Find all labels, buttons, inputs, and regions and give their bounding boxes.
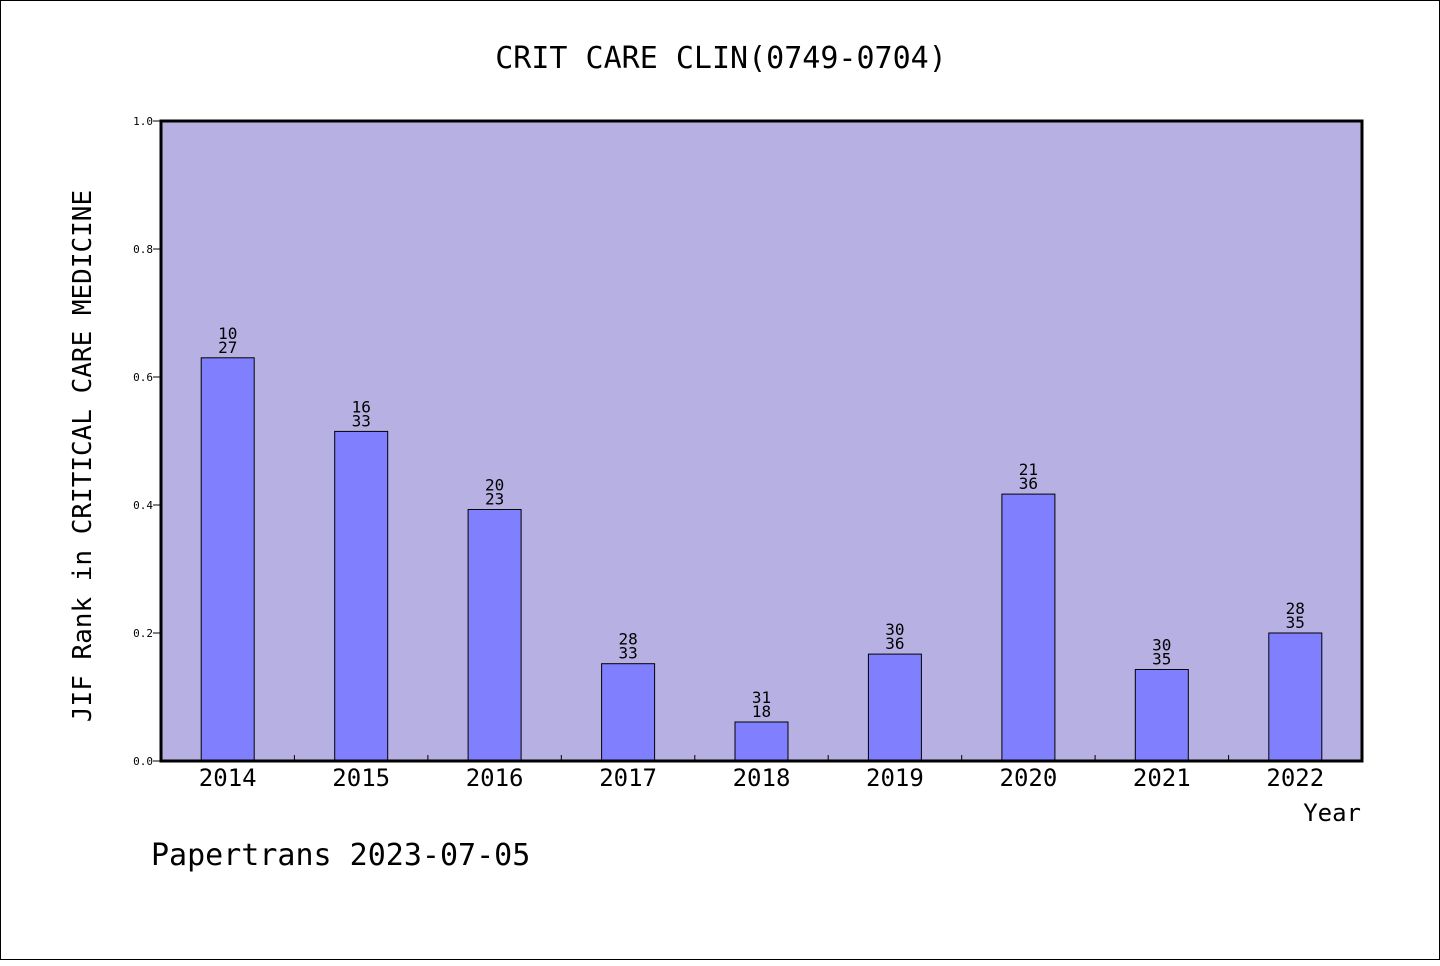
x-tick-label-2018: 2018 (733, 764, 791, 792)
total-label-2021: 35 (1152, 650, 1171, 669)
bar-2018 (734, 721, 789, 762)
total-label-2015: 33 (352, 411, 371, 430)
bar-2020 (1001, 493, 1056, 762)
rank-label-2014: 10 (218, 324, 237, 343)
plot-border (159, 119, 1364, 763)
rank-label-2022: 28 (1286, 599, 1305, 618)
total-label-2017: 33 (618, 644, 637, 663)
total-label-2020: 36 (1019, 474, 1038, 493)
total-label-2014: 27 (218, 338, 237, 357)
x-axis-ticks: 2014 2015 2016 2017 2018 2019 2020 2021 2022 (199, 755, 1324, 792)
y-tick-label-5: 1.0 (133, 115, 153, 128)
total-label-2018: 18 (752, 702, 771, 721)
y-axis-label: JIF Rank in CRITICAL CARE MEDICINE (68, 190, 98, 722)
rank-label-2017: 28 (618, 630, 637, 649)
x-tick-label-2017: 2017 (599, 764, 657, 792)
rank-label-2018: 31 (752, 688, 771, 707)
bar-2016 (467, 509, 522, 762)
total-label-2022: 35 (1286, 613, 1305, 632)
bar-2019 (867, 653, 922, 762)
x-tick-label-2014: 2014 (199, 764, 257, 792)
bar-2017 (601, 663, 656, 762)
rank-label-2016: 20 (485, 476, 504, 495)
bar-2021 (1134, 669, 1189, 762)
y-tick-label-2: 0.4 (133, 499, 153, 512)
rank-label-2015: 16 (352, 397, 371, 416)
y-tick-label-3: 0.6 (133, 371, 153, 384)
bar-2022 (1268, 632, 1323, 762)
x-tick-label-2022: 2022 (1266, 764, 1324, 792)
y-tick-label-1: 0.2 (133, 627, 153, 640)
rank-label-2020: 21 (1019, 460, 1038, 479)
y-tick-label-4: 0.8 (133, 243, 153, 256)
x-tick-label-2020: 2020 (1000, 764, 1058, 792)
x-tick-label-2015: 2015 (332, 764, 390, 792)
bar-2014 (200, 357, 255, 762)
x-tick-label-2019: 2019 (866, 764, 924, 792)
x-tick-label-2021: 2021 (1133, 764, 1191, 792)
rank-label-2019: 30 (885, 620, 904, 639)
y-axis-ticks: 0.0 0.2 0.4 0.6 0.8 1.0 (133, 115, 161, 768)
x-axis-label: Year (1303, 799, 1361, 827)
footer-text: Papertrans 2023-07-05 (151, 838, 530, 873)
bar-2015 (334, 430, 389, 762)
y-tick-label-0: 0.0 (133, 755, 153, 768)
x-tick-label-2016: 2016 (466, 764, 524, 792)
total-label-2019: 36 (885, 634, 904, 653)
chart-title: CRIT CARE CLIN(0749-0704) (495, 41, 947, 76)
rank-label-2021: 30 (1152, 636, 1171, 655)
total-label-2016: 23 (485, 490, 504, 509)
